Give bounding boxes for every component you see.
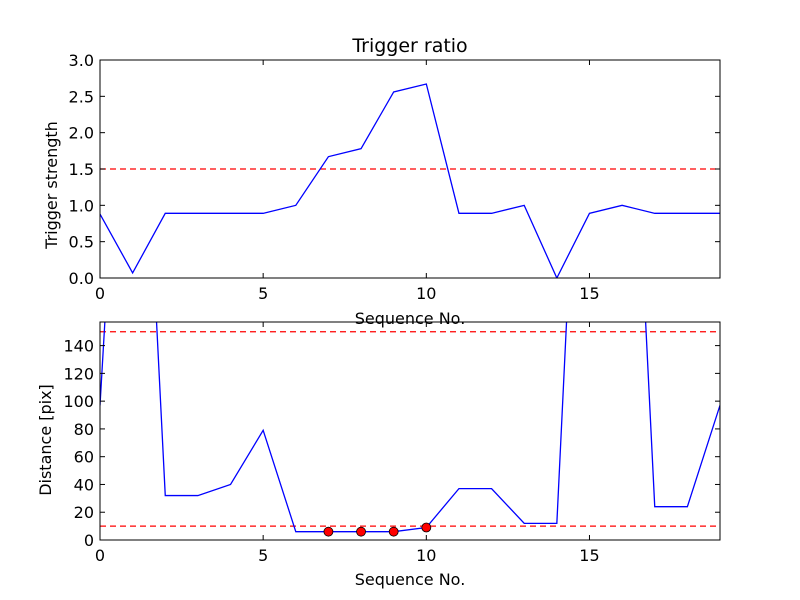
bottom-x-tick-label-3: 15 [579,546,599,565]
bottom-y-tick-label-4: 80 [74,420,94,439]
top-x-axis-label: Sequence No. [355,309,466,328]
top-y-tick-label-1: 0.5 [69,233,94,252]
bottom-y-tick-label-1: 20 [74,503,94,522]
top-x-tick-label-2: 10 [416,284,436,303]
trigger-plot-area: 0 5 10 15 0.0 0.5 1.0 1.5 2.0 2.5 3.0 [69,51,721,303]
bottom-series-line-0 [100,322,720,533]
top-x-tick-label-1: 5 [258,284,268,303]
top-x-tick-label-3: 15 [579,284,599,303]
bottom-y-tick-label-7: 140 [63,337,94,356]
bottom-x-tick-label-1: 5 [258,546,268,565]
top-y-tick-label-5: 2.5 [69,87,94,106]
bottom-marker-point-2 [388,526,399,537]
top-y-tick-label-6: 3.0 [69,51,94,70]
bottom-y-tick-label-6: 120 [63,364,94,383]
top-y-tick-label-4: 2.0 [69,124,94,143]
top-x-tick-label-0: 0 [95,284,105,303]
top-y-tick-label-0: 0.0 [69,269,94,288]
trigger-ratio-axes: Trigger ratio 0 5 10 15 0.0 0.5 1.0 1.5 2.0 2.5 3.… [42,35,721,328]
bottom-y-tick-label-3: 60 [74,448,94,467]
bottom-x-tick-label-0: 0 [95,546,105,565]
bottom-axes-frame [99,321,721,541]
bottom-x-axis-label: Sequence No. [355,570,466,589]
top-series-line-0 [100,83,720,278]
bottom-marker-point-0 [323,526,334,537]
bottom-marker-point-3 [421,522,432,533]
bottom-y-tick-label-2: 40 [74,475,94,494]
chart-title: Trigger ratio [351,35,467,57]
bottom-y-axis-label: Distance [pix] [36,384,55,496]
distance-axes: 0 5 10 15 0 20 40 60 80 100 120 140 Sequence No. Di… [36,321,721,589]
bottom-x-tick-label-2: 10 [416,546,436,565]
top-y-axis-label: Trigger strength [42,121,61,250]
top-y-tick-label-2: 1.0 [69,196,94,215]
distance-plot-area: 0 5 10 15 0 20 40 60 80 100 120 140 [63,321,721,565]
top-y-tick-label-3: 1.5 [69,160,94,179]
bottom-marker-point-1 [356,526,366,537]
bottom-y-tick-label-5: 100 [63,392,94,411]
bottom-y-tick-label-0: 0 [84,531,94,550]
